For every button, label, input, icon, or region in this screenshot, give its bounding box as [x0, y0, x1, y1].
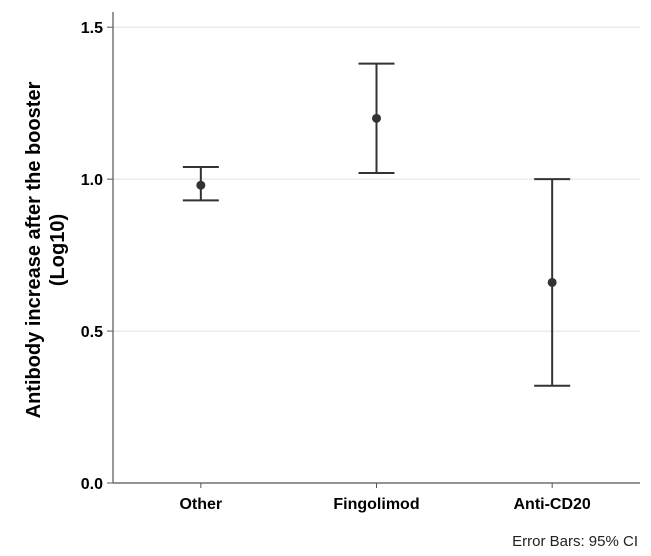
y-axis-title-line-2: (Log10) [47, 214, 69, 286]
error-bars-footnote: Error Bars: 95% CI [512, 533, 638, 550]
mean-point [196, 180, 206, 190]
x-tick-label: Other [179, 496, 222, 513]
y-tick-label: 0.0 [81, 476, 103, 493]
x-tick-label: Anti-CD20 [513, 496, 590, 513]
y-axis-title-line-1: Antibody increase after the booster [23, 81, 45, 418]
mean-point [547, 277, 557, 287]
axes [107, 12, 640, 488]
y-tick-label: 0.5 [81, 324, 103, 341]
y-tick-label: 1.0 [81, 172, 103, 189]
mean-point [372, 113, 381, 123]
x-tick-label: Fingolimod [333, 496, 419, 513]
error-bars [182, 62, 571, 387]
y-tick-label: 1.5 [81, 20, 103, 37]
x-tick-labels: Other Fingolimod Anti-CD20 [179, 496, 590, 513]
y-tick-labels: 0.0 0.5 1.0 1.5 [81, 20, 103, 493]
